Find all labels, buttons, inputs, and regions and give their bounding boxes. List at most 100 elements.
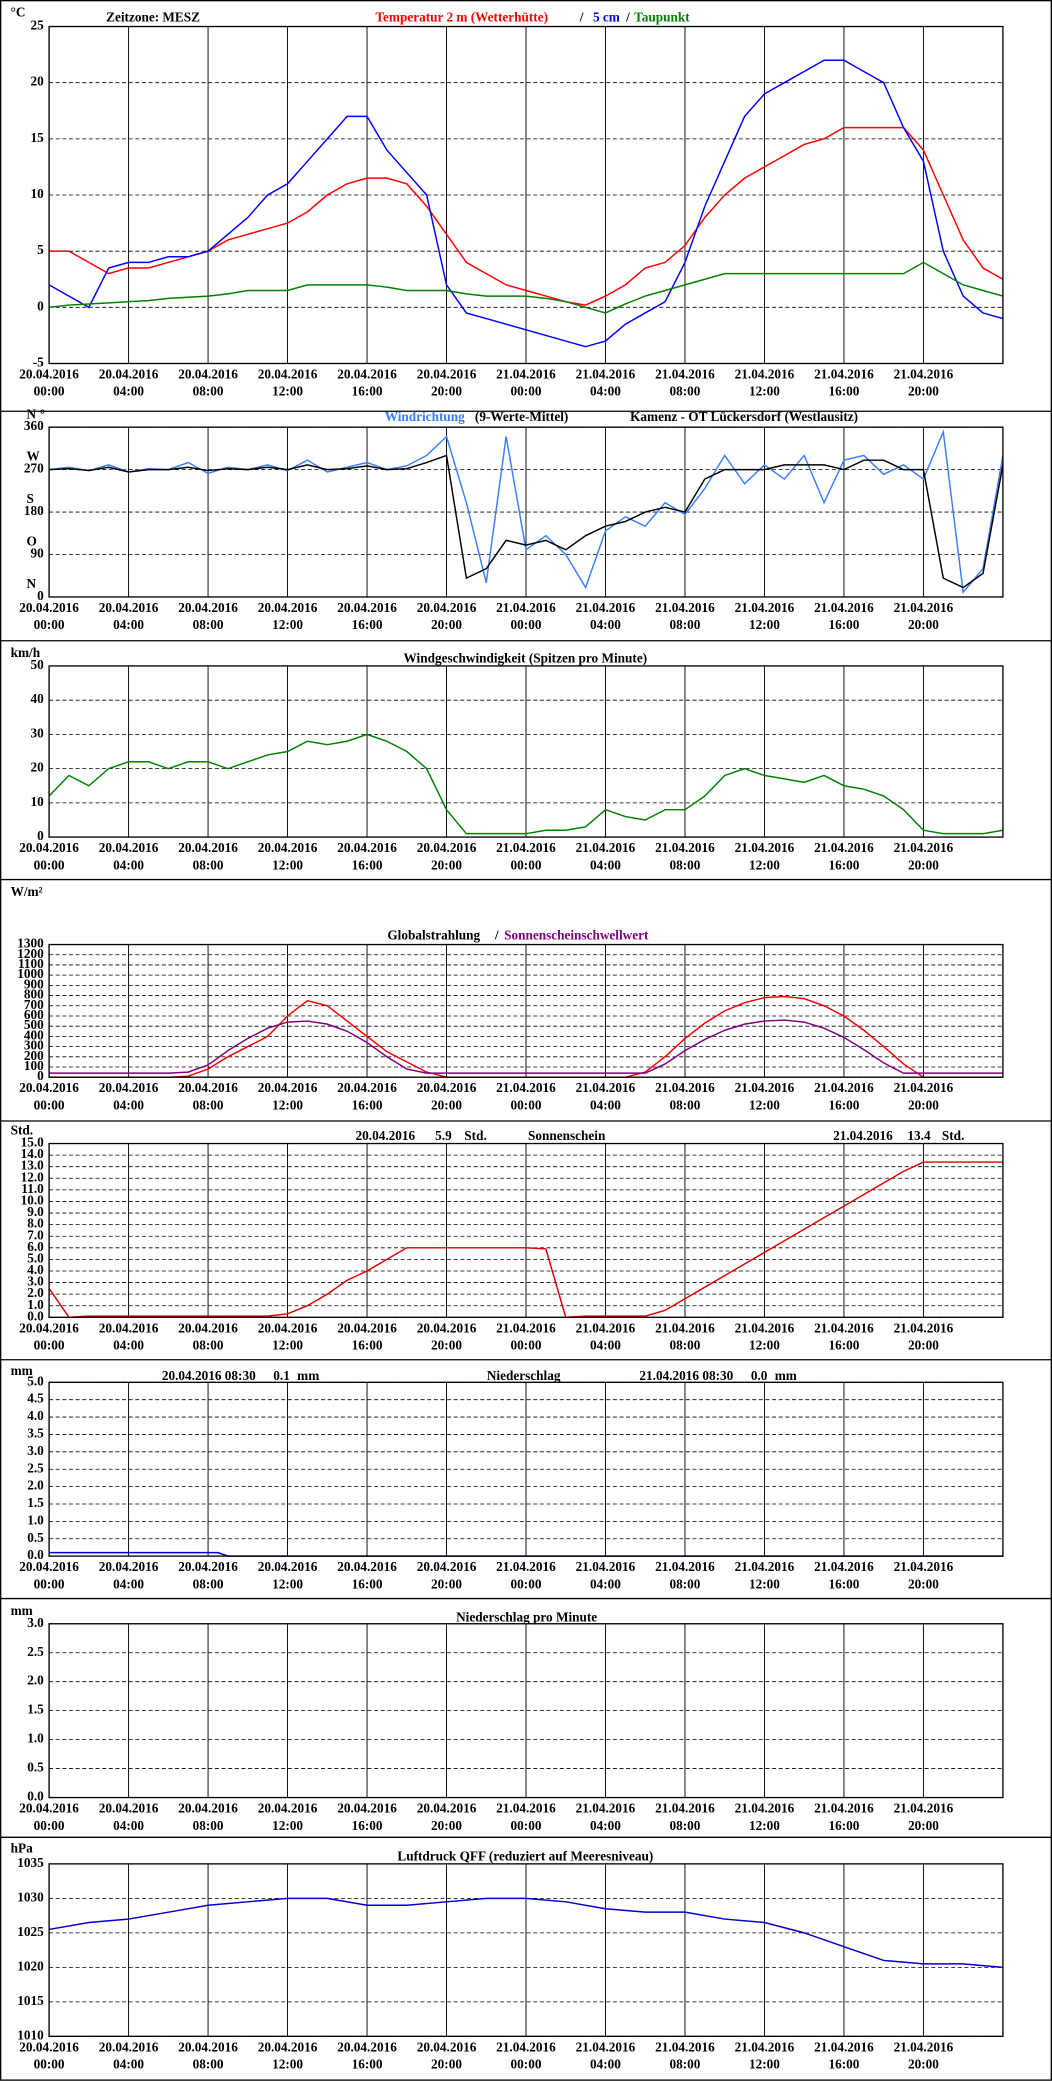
x-tick-label: 12:00 — [749, 1576, 780, 1591]
panel-label: Std. — [464, 1128, 486, 1143]
panel: 0100200300400500600700800900100011001200… — [11, 884, 1004, 1112]
x-tick-label: 21.04.2016 — [735, 1801, 795, 1816]
x-tick-label: 20:00 — [431, 617, 462, 632]
y-tick-label: 30 — [31, 725, 45, 740]
panel-label: 5.9 — [435, 1128, 452, 1143]
y-tick-label: 1.5 — [27, 1702, 44, 1717]
panel-label: ° — [40, 406, 45, 421]
x-tick-label: 16:00 — [828, 1097, 859, 1112]
panel: 1010 1015 1020 1025 1030 1035 20.04.2016 00:00 2… — [11, 1840, 1004, 2072]
x-tick-label: 16:00 — [828, 384, 859, 399]
y-tick-label: 0.0 — [27, 1547, 44, 1562]
x-tick-label: 20:00 — [908, 1338, 939, 1353]
panel-label: 20.04.2016 08:30 — [162, 1368, 256, 1383]
x-tick-label: 08:00 — [670, 384, 701, 399]
plot-frame — [48, 25, 1004, 365]
x-tick-label: 20.04.2016 — [258, 1080, 318, 1095]
y-tick-label: 2.0 — [27, 1673, 44, 1688]
y-tick-label: 600 — [24, 1007, 44, 1022]
x-tick-label: 21.04.2016 — [894, 1559, 954, 1574]
x-tick-label: 16:00 — [828, 2057, 859, 2072]
y-tick-label: 90 — [31, 546, 45, 561]
panel-label: Temperatur 2 m (Wetterhütte) — [375, 10, 548, 25]
x-tick-label: 08:00 — [670, 1576, 701, 1591]
y-tick-label: 900 — [24, 976, 44, 991]
x-tick-label: 20.04.2016 — [19, 1080, 79, 1095]
x-tick-label: 04:00 — [590, 1097, 621, 1112]
panel-label: 13.4 — [907, 1128, 931, 1143]
panel-label: Niederschlag pro Minute — [456, 1610, 597, 1625]
x-tick-label: 21.04.2016 — [655, 840, 715, 855]
x-tick-label: 20.04.2016 — [178, 366, 238, 381]
x-tick-label: 20.04.2016 — [258, 1559, 318, 1574]
x-tick-label: 20:00 — [908, 617, 939, 632]
y-tick-label: 1100 — [18, 956, 44, 971]
panel: 0.01.02.03.04.05.06.07.08.09.010.011.012… — [11, 1123, 1004, 1353]
panel-label: hPa — [11, 1840, 33, 1855]
y-tick-label: 4.0 — [27, 1408, 44, 1423]
x-tick-label: 21.04.2016 — [655, 1080, 715, 1095]
x-tick-label: 20.04.2016 — [337, 600, 397, 615]
y-tick-label: 400 — [24, 1027, 44, 1042]
x-tick-label: 00:00 — [511, 617, 542, 632]
x-tick-label: 21.04.2016 — [894, 1080, 954, 1095]
x-tick-label: 16:00 — [352, 1818, 383, 1833]
x-tick-label: 12:00 — [749, 2057, 780, 2072]
y-tick-label: 0.0 — [27, 1308, 44, 1323]
y-tick-letter: W — [27, 449, 41, 464]
x-tick-label: 20.04.2016 — [417, 1080, 477, 1095]
panel-label: mm — [775, 1368, 797, 1383]
y-tick-label: 1000 — [17, 966, 44, 981]
y-tick-label: 1010 — [17, 2027, 44, 2042]
x-tick-label: 21.04.2016 — [894, 366, 954, 381]
x-tick-label: 21.04.2016 — [496, 1559, 556, 1574]
panel-label: Luftdruck QFF (reduziert auf Meeresnivea… — [397, 1848, 653, 1863]
y-tick-label: 10 — [31, 186, 45, 201]
y-tick-label: 0 — [37, 588, 44, 603]
x-tick-label: 20:00 — [431, 1097, 462, 1112]
x-tick-label: 00:00 — [511, 857, 542, 872]
y-tick-label: 200 — [24, 1048, 44, 1063]
x-tick-label: 16:00 — [352, 2057, 383, 2072]
x-tick-label: 00:00 — [511, 1576, 542, 1591]
x-tick-label: 21.04.2016 — [576, 1320, 636, 1335]
series-line — [49, 429, 1004, 594]
x-tick-label: 21.04.2016 — [735, 1559, 795, 1574]
x-tick-label: 20.04.2016 — [178, 600, 238, 615]
x-tick-label: 08:00 — [670, 857, 701, 872]
x-tick-label: 08:00 — [193, 857, 224, 872]
x-tick-label: 21.04.2016 — [735, 1320, 795, 1335]
x-tick-label: 12:00 — [272, 617, 303, 632]
x-tick-label: 20:00 — [431, 1338, 462, 1353]
x-tick-label: 20.04.2016 — [417, 840, 477, 855]
x-tick-label: 20.04.2016 — [417, 2039, 477, 2054]
y-tick-label: 10.0 — [21, 1193, 45, 1208]
x-tick-label: 21.04.2016 — [814, 840, 874, 855]
x-tick-label: 21.04.2016 — [735, 600, 795, 615]
plot-frame — [48, 1381, 1004, 1557]
x-tick-label: 20:00 — [908, 857, 939, 872]
x-tick-label: 12:00 — [749, 857, 780, 872]
panel-label: Std. — [942, 1128, 964, 1143]
x-tick-label: 21.04.2016 — [496, 600, 556, 615]
x-tick-label: 16:00 — [352, 384, 383, 399]
y-tick-label: 1.5 — [27, 1495, 44, 1510]
plot-frame — [48, 1142, 1004, 1318]
y-tick-label: 12.0 — [21, 1169, 45, 1184]
x-tick-label: 20.04.2016 — [417, 1801, 477, 1816]
y-tick-label: 9.0 — [27, 1204, 44, 1219]
x-tick-label: 21.04.2016 — [496, 2039, 556, 2054]
x-tick-label: 20.04.2016 — [99, 1080, 159, 1095]
panel: -5 0 5 10 15 20 25 20.04.2016 00:00 20.04.2016 04:… — [11, 4, 1004, 399]
x-tick-label: 16:00 — [352, 617, 383, 632]
panel-label: km/h — [11, 645, 41, 660]
x-tick-label: 00:00 — [34, 1576, 65, 1591]
x-tick-label: 20.04.2016 — [19, 1801, 79, 1816]
x-tick-label: 04:00 — [113, 1338, 144, 1353]
panel-label: Taupunkt — [634, 10, 690, 25]
x-tick-label: 00:00 — [511, 1818, 542, 1833]
y-tick-label: 1035 — [17, 1855, 44, 1870]
panel-label: Niederschlag — [487, 1368, 561, 1383]
y-tick-label: 3.0 — [27, 1274, 44, 1289]
x-tick-label: 04:00 — [113, 1818, 144, 1833]
